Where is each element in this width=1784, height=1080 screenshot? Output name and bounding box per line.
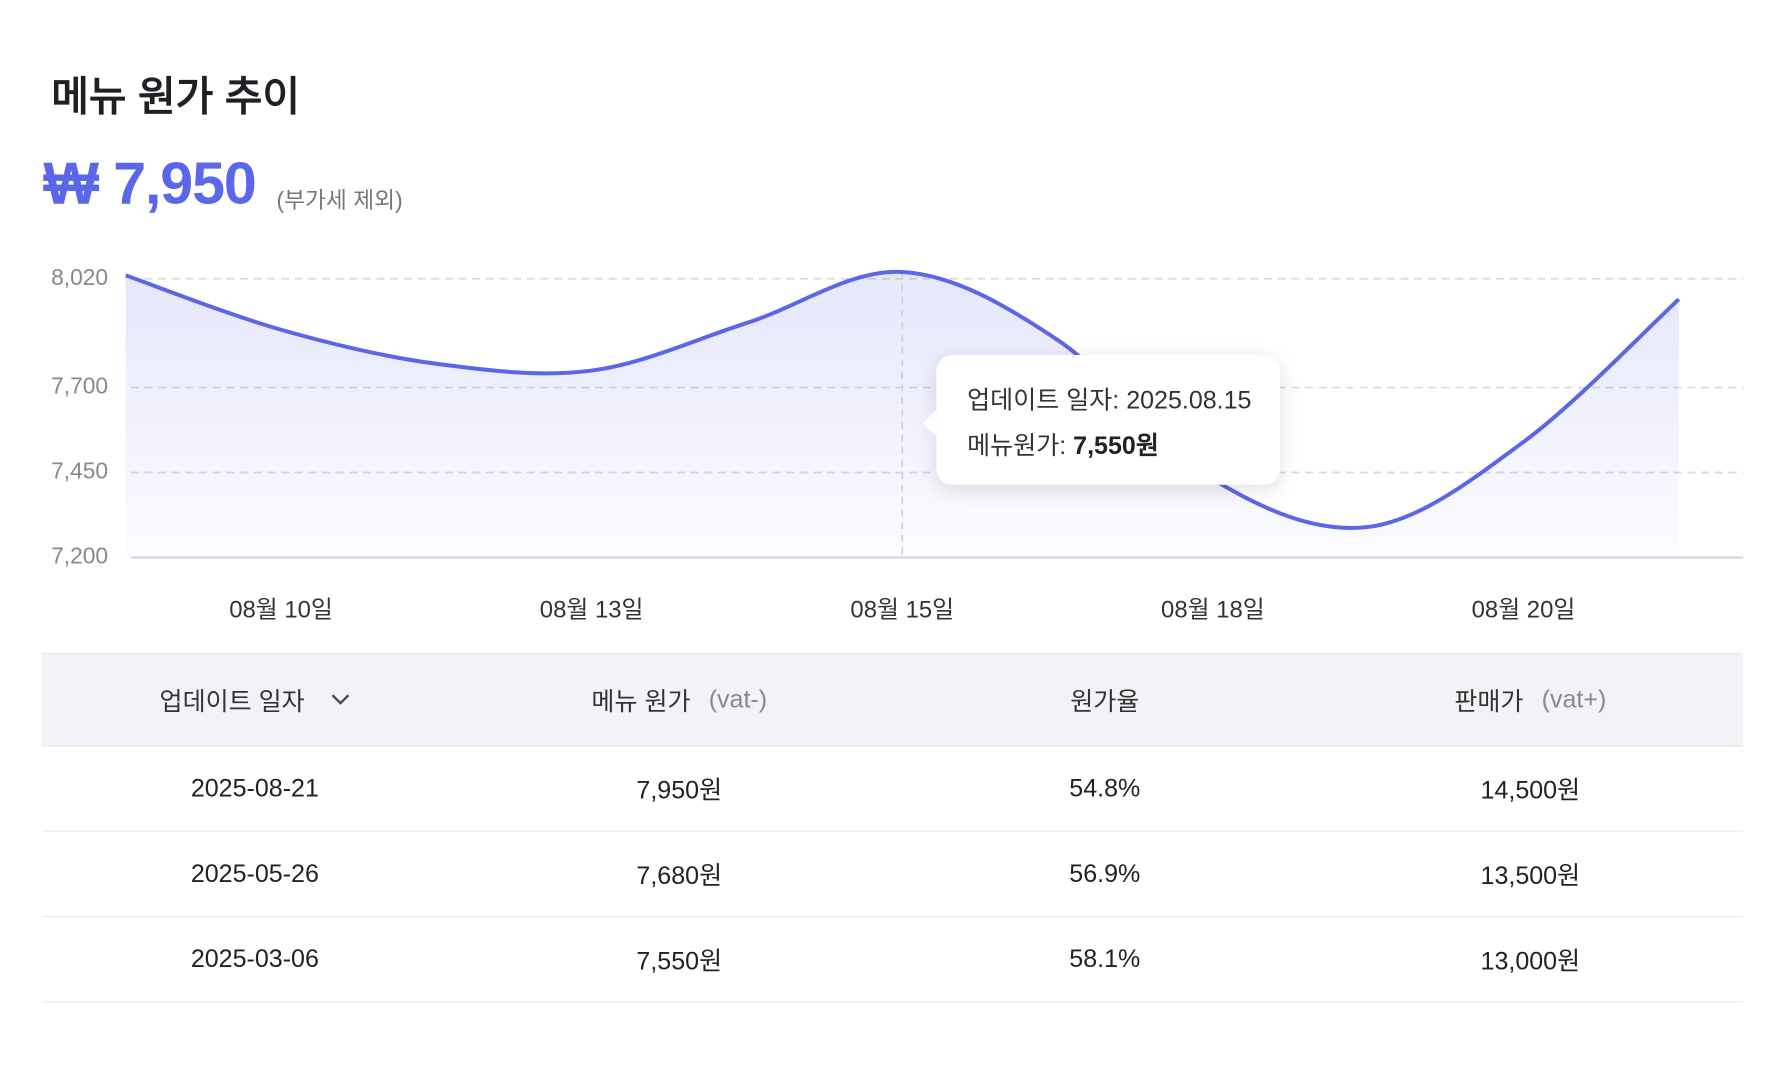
header-note: (vat-) [708,684,768,714]
tooltip-cost: 메뉴원가: 7,550원 [967,426,1159,462]
tooltip-date-label: 업데이트 일자: [967,385,1120,415]
table-cell: 2025-05-26 [190,859,319,888]
x-tick-label: 08월 18일 [1161,596,1265,623]
header-label: 메뉴 원가 [591,687,691,716]
y-tick-label: 8,020 [51,264,108,290]
table-row: 2025-08-21 7,950원 54.8% 14,500원 [42,746,1744,832]
table-cell: 7,680원 [636,861,723,890]
tooltip-date-value: 2025.08.15 [1126,385,1252,415]
table-cell: 54.8% [1069,773,1141,803]
table-cell: 14,500원 [1480,775,1581,805]
header-cell: 판매가 (vat+) [1454,654,1606,745]
table-cell: 2025-03-06 [190,944,319,973]
current-price: ₩ 7,950 [43,151,257,218]
page-title: 메뉴 원가 추이 [51,72,301,120]
header-note: (vat+) [1541,684,1607,714]
table-header: 업데이트 일자 메뉴 원가 (vat-) 원가율 판매가 (vat+) [42,653,1744,747]
price-note: (부가세 제외) [276,188,403,214]
y-tick-label: 7,700 [51,373,108,399]
table-cell: 13,000원 [1480,946,1581,976]
tooltip-arrow [922,409,937,437]
y-tick-label: 7,200 [51,543,108,569]
table-cell: 7,550원 [636,946,723,976]
table-cell: 58.1% [1069,944,1141,973]
table-cell: 2025-08-21 [190,773,319,803]
header-cell[interactable]: 업데이트 일자 [160,654,351,745]
cost-table: 업데이트 일자 메뉴 원가 (vat-) 원가율 판매가 (vat+) 2025-08-21… [42,653,1744,1003]
header-label: 판매가 [1454,687,1524,716]
table-cell: 56.9% [1069,859,1141,888]
table-row: 2025-05-26 7,680원 56.9% 13,500원 [42,832,1744,918]
cost-line [125,269,1681,530]
tooltip-cost-value: 7,550원 [1073,431,1159,460]
table-row: 2025-03-06 7,550원 58.1% 13,000원 [42,917,1744,1003]
x-tick-label: 08월 15일 [850,596,954,623]
header-cell: 원가율 [1070,654,1139,745]
y-tick-label: 7,450 [51,458,108,484]
x-tick-label: 08월 13일 [540,596,644,623]
header-label: 원가율 [1070,687,1140,716]
x-tick-label: 08월 10일 [229,596,333,623]
table-cell: 7,950원 [636,775,723,805]
chart: 7,200 7,450 7,700 8,020 08월 10일 08월 13일 08월 15… [51,264,1744,623]
tooltip-date: 업데이트 일자: 2025.08.15 [967,380,1251,416]
tooltip: 업데이트 일자: 2025.08.15 메뉴원가: 7,550원 [922,354,1281,485]
header-label: 업데이트 일자 [159,687,305,716]
sort-chevron[interactable] [330,693,350,707]
table-cell: 13,500원 [1480,861,1581,890]
x-tick-label: 08월 20일 [1472,596,1576,623]
header-cell: 메뉴 원가 (vat-) [591,654,767,745]
tooltip-cost-label: 메뉴원가: [967,431,1067,460]
